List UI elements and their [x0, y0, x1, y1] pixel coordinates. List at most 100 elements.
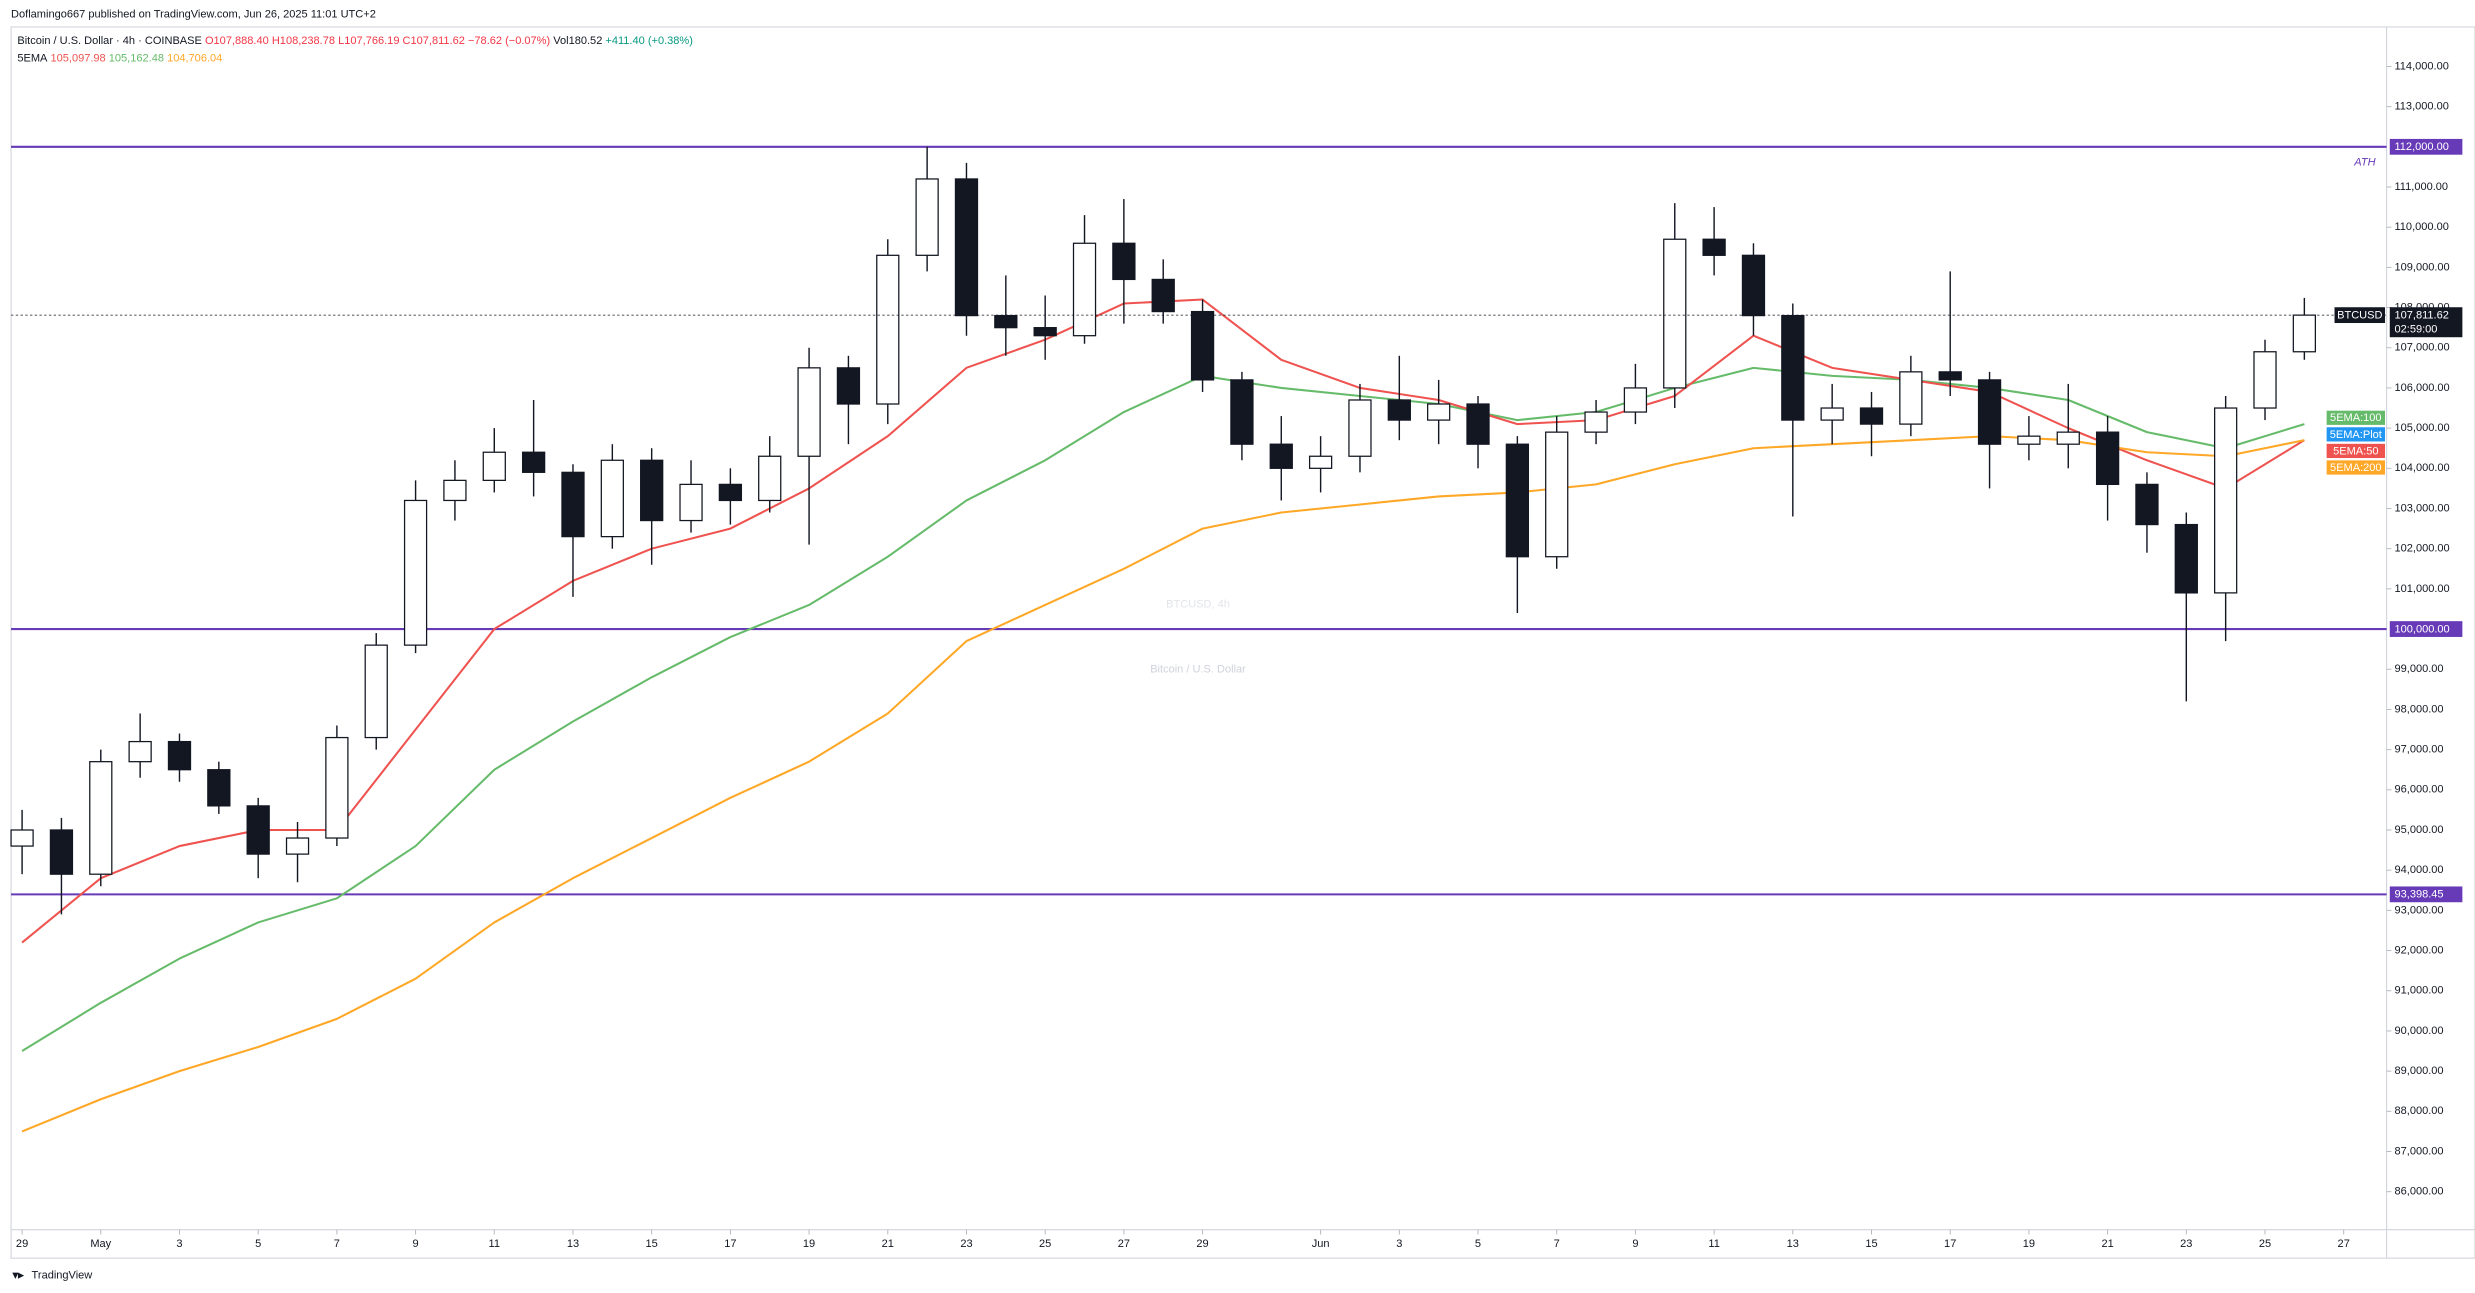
- y-tick-label: 114,000.00: [2394, 60, 2448, 72]
- logo: ▾▸: [12, 1269, 25, 1281]
- candle-body: [1466, 403, 1490, 445]
- high: H108,238.78: [272, 35, 335, 47]
- y-tick-label: 109,000.00: [2394, 261, 2449, 273]
- candle-body: [1938, 371, 1962, 381]
- x-tick-label: May: [90, 1238, 111, 1250]
- x-tick-label: 5: [1475, 1238, 1481, 1250]
- ema-value: 105,162.48: [109, 52, 164, 64]
- candle-body: [1190, 310, 1215, 381]
- x-tick-label: 3: [176, 1238, 182, 1250]
- x-tick-label: 3: [1396, 1238, 1402, 1250]
- price-label: 107,811.62: [2394, 310, 2448, 322]
- open: O107,888.40: [205, 35, 269, 47]
- y-tick-label: 94,000.00: [2394, 864, 2443, 876]
- candle-body: [1977, 379, 2002, 445]
- candle-body: [2292, 314, 2317, 353]
- y-tick-label: 105,000.00: [2394, 422, 2449, 434]
- watermark-title: BTCUSD, 4h: [1166, 599, 1230, 611]
- candle-body: [718, 483, 743, 502]
- candle-body: [915, 178, 939, 256]
- level-label: 112,000.00: [2394, 141, 2448, 153]
- candle-body: [325, 736, 349, 839]
- x-tick-label: 9: [1632, 1238, 1638, 1250]
- symbol-label: BTCUSD: [2337, 310, 2382, 322]
- x-tick-label: 9: [413, 1238, 419, 1250]
- ema-tag: [2326, 427, 2386, 442]
- candle-body: [443, 479, 467, 502]
- candle-body: [2174, 523, 2198, 594]
- candle-body: [1348, 399, 1372, 457]
- candle-body: [1387, 399, 1411, 421]
- candle-body: [246, 805, 270, 855]
- candle-body: [1820, 407, 1844, 421]
- ema-tag-label: 5EMA:200: [2330, 462, 2382, 474]
- candle-body: [1033, 327, 1057, 337]
- candle-body: [403, 499, 428, 646]
- x-tick-label: 17: [1944, 1238, 1956, 1250]
- close: C107,811.62: [403, 35, 465, 47]
- x-tick-label: 21: [2101, 1238, 2113, 1250]
- low: L107,766.19: [338, 35, 399, 47]
- x-tick-label: 23: [2180, 1238, 2192, 1250]
- byline: Doflamingo667 published on TradingView.c…: [11, 8, 376, 20]
- candle-body: [1545, 431, 1569, 558]
- candle-body: [1899, 371, 1923, 425]
- x-tick-label: 27: [1118, 1238, 1130, 1250]
- x-tick-label: 11: [489, 1238, 500, 1250]
- x-tick-label: 5: [255, 1238, 261, 1250]
- x-tick-label: 21: [882, 1238, 894, 1250]
- x-tick-label: Jun: [1312, 1238, 1330, 1250]
- y-tick-label: 104,000.00: [2394, 462, 2449, 474]
- x-tick-label: 27: [2338, 1238, 2350, 1250]
- candle-body: [561, 471, 585, 538]
- ohlc-line: Bitcoin / U.S. Dollar · 4h · COINBASE O1…: [17, 35, 693, 47]
- ema-tag-label: 5EMA:50: [2333, 445, 2378, 457]
- ema-line: [21, 435, 2305, 1133]
- y-tick-label: 89,000.00: [2394, 1065, 2443, 1077]
- candle-body: [207, 769, 231, 807]
- candle-body: [2017, 435, 2041, 445]
- candle-body: [1702, 238, 1726, 256]
- candle-body: [285, 837, 310, 855]
- candle-body: [1859, 407, 1884, 425]
- symbol: Bitcoin / U.S. Dollar · 4h · COINBASE: [17, 35, 202, 47]
- volume-change: +411.40 (+0.38%): [605, 35, 692, 47]
- candle-body: [758, 455, 782, 502]
- candle-body: [1072, 242, 1097, 337]
- x-tick-label: 7: [1554, 1238, 1560, 1250]
- y-tick-label: 91,000.00: [2394, 985, 2443, 997]
- level-label: 93,398.45: [2394, 889, 2443, 901]
- candle-body: [640, 459, 664, 522]
- y-tick-label: 101,000.00: [2394, 583, 2449, 595]
- candle-body: [1269, 443, 1293, 469]
- x-tick-label: 11: [1708, 1238, 1719, 1250]
- candle-body: [1741, 254, 1766, 317]
- candle-body: [1151, 278, 1175, 313]
- candle-body: [482, 451, 506, 481]
- ema-value: 104,706.04: [167, 52, 222, 64]
- x-tick-label: 25: [1039, 1238, 1051, 1250]
- y-tick-label: 107,000.00: [2394, 342, 2449, 354]
- y-tick-label: 99,000.00: [2394, 663, 2443, 675]
- candle-body: [797, 367, 821, 457]
- countdown-label: 02:59:00: [2394, 323, 2437, 335]
- symbol-tag: [2334, 307, 2386, 324]
- candle-body: [89, 761, 113, 875]
- footer: ▾▸ TradingView: [12, 1269, 93, 1281]
- volume: Vol180.52: [553, 35, 602, 47]
- candle-body: [1308, 455, 1333, 469]
- candle-body: [876, 254, 900, 405]
- y-tick-label: 95,000.00: [2394, 824, 2443, 836]
- y-tick-label: 111,000.00: [2394, 181, 2448, 193]
- ema-tag: [2326, 410, 2386, 425]
- plot-area: [10, 145, 2387, 1133]
- x-tick-label: 25: [2259, 1238, 2271, 1250]
- candle-body: [2056, 431, 2080, 445]
- candle-body: [49, 829, 74, 875]
- y-tick-label: 110,000.00: [2394, 221, 2448, 233]
- y-tick-label: 113,000.00: [2394, 101, 2448, 113]
- candle-body: [2095, 431, 2120, 486]
- candle-body: [10, 829, 34, 847]
- y-tick-label: 88,000.00: [2394, 1105, 2443, 1117]
- x-tick-label: 13: [1787, 1238, 1799, 1250]
